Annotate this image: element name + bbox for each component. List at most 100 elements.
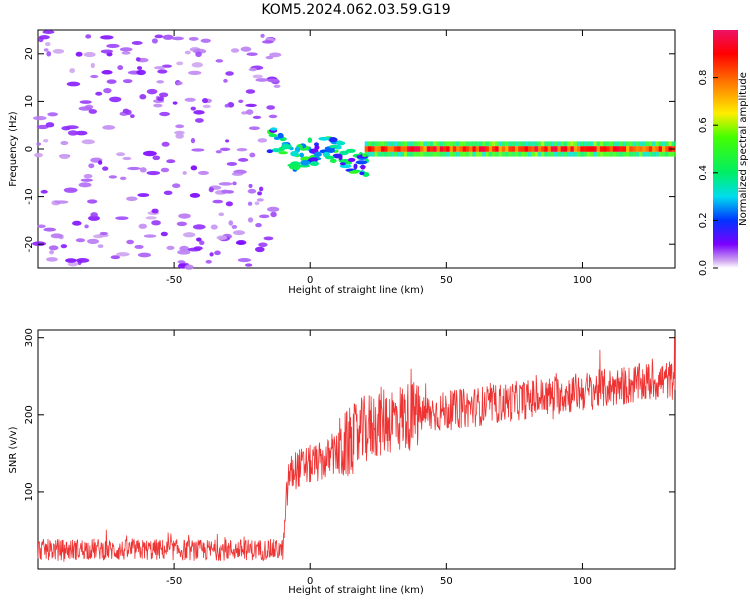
noise-blob xyxy=(108,175,117,179)
signal-band-segment xyxy=(410,146,414,152)
noise-blob xyxy=(246,52,258,56)
signal-band-segment xyxy=(439,146,444,152)
signal-band-edge xyxy=(472,141,477,147)
signal-band-segment xyxy=(514,146,519,152)
signal-band-edge xyxy=(599,141,604,147)
signal-band-edge xyxy=(488,151,493,157)
transition-blob xyxy=(355,160,368,165)
noise-blob xyxy=(215,59,224,63)
noise-blob xyxy=(90,212,98,218)
signal-band-edge xyxy=(655,141,659,147)
signal-band-edge xyxy=(456,151,460,157)
signal-band-edge xyxy=(652,151,656,157)
noise-blob xyxy=(100,49,113,54)
noise-blob xyxy=(69,68,76,74)
colorbar-tick-label: 0.8 xyxy=(698,70,709,86)
noise-blob xyxy=(254,201,260,206)
transition-blob xyxy=(347,157,356,162)
noise-blob xyxy=(270,211,277,218)
transition-blob xyxy=(328,137,338,143)
signal-band-edge xyxy=(616,141,620,147)
transition-blob xyxy=(270,127,278,131)
noise-blob xyxy=(200,38,211,43)
signal-band-segment xyxy=(433,146,437,152)
signal-band-segment xyxy=(416,146,421,152)
noise-blob xyxy=(87,199,98,204)
signal-band-edge xyxy=(505,151,509,157)
signal-band-edge xyxy=(619,151,624,157)
signal-band-segment xyxy=(534,146,539,152)
noise-blob xyxy=(159,111,171,117)
noise-blob xyxy=(75,51,83,57)
signal-band-edge xyxy=(400,151,405,157)
signal-band-edge xyxy=(488,141,493,147)
noise-blob xyxy=(161,141,170,147)
signal-band-edge xyxy=(472,151,477,157)
signal-band-edge xyxy=(645,151,650,157)
signal-band-segment xyxy=(498,146,503,152)
signal-band-segment xyxy=(632,146,637,152)
signal-band-edge xyxy=(518,151,522,157)
signal-band-edge xyxy=(413,151,418,157)
signal-band-edge xyxy=(642,141,646,147)
signal-band-segment xyxy=(488,146,493,152)
noise-blob xyxy=(106,43,120,49)
signal-band-segment xyxy=(612,146,617,152)
signal-band-edge xyxy=(554,151,558,157)
signal-band-edge xyxy=(570,151,575,157)
signal-band-edge xyxy=(573,151,578,157)
signal-band-edge xyxy=(632,151,637,157)
noise-blob xyxy=(143,234,157,238)
x-tick-label: 0 xyxy=(307,576,313,587)
signal-band-edge xyxy=(416,141,421,147)
noise-blob xyxy=(248,126,260,131)
signal-band-edge xyxy=(665,141,669,147)
signal-band-segment xyxy=(524,146,529,152)
noise-blob xyxy=(72,220,82,226)
signal-band-edge xyxy=(377,141,382,147)
signal-band-edge xyxy=(668,141,673,147)
noise-blob xyxy=(157,96,165,102)
signal-band-edge xyxy=(390,151,395,157)
noise-blob xyxy=(240,46,252,52)
signal-band-edge xyxy=(423,151,428,157)
signal-band-edge xyxy=(387,141,392,147)
y-tick-label: 100 xyxy=(24,482,35,501)
signal-band-edge xyxy=(364,141,369,147)
noise-blob xyxy=(106,79,117,84)
noise-blob xyxy=(75,238,86,243)
signal-band-segment xyxy=(642,146,646,152)
signal-band-edge xyxy=(381,141,385,147)
signal-band-edge xyxy=(433,151,437,157)
signal-band-edge xyxy=(599,151,604,157)
noise-blob xyxy=(257,138,268,143)
noise-blob xyxy=(232,181,237,186)
signal-band-edge xyxy=(544,151,548,157)
signal-band-edge xyxy=(580,151,584,157)
signal-band-edge xyxy=(567,151,571,157)
signal-band-edge xyxy=(652,141,656,147)
noise-blob xyxy=(163,190,173,195)
signal-band-edge xyxy=(661,151,666,157)
signal-band-edge xyxy=(482,151,486,157)
signal-band-edge xyxy=(433,141,437,147)
signal-band-segment xyxy=(528,146,532,152)
noise-blob xyxy=(268,114,278,119)
noise-blob xyxy=(109,96,122,103)
signal-band-segment xyxy=(508,146,512,152)
signal-band-edge xyxy=(514,141,519,147)
signal-band-edge xyxy=(374,141,379,147)
signal-band-segment xyxy=(475,146,480,152)
snr-frame xyxy=(37,329,676,570)
transition-blob xyxy=(278,146,283,152)
noise-blob xyxy=(188,36,199,41)
noise-blob xyxy=(83,52,96,58)
signal-band-edge xyxy=(462,141,467,147)
noise-blob xyxy=(67,130,79,136)
signal-band-edge xyxy=(642,151,646,157)
signal-band-edge xyxy=(439,151,444,157)
signal-band-edge xyxy=(430,151,434,157)
signal-band-edge xyxy=(524,141,529,147)
noise-blob xyxy=(202,98,209,104)
noise-blob xyxy=(214,250,221,256)
